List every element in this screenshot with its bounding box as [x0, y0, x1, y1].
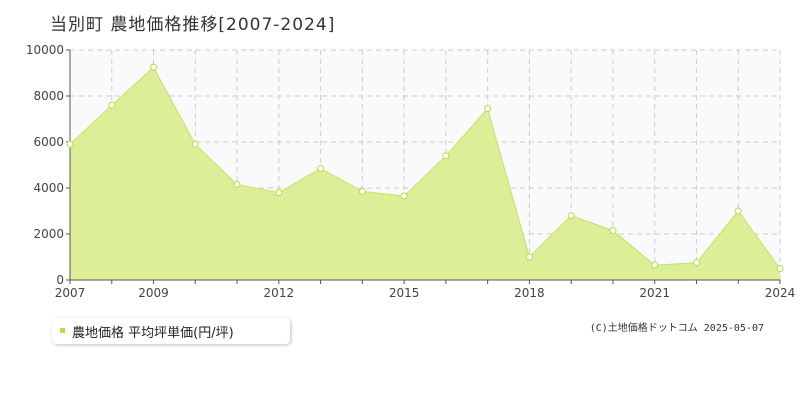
data-point [442, 152, 450, 160]
data-point [651, 261, 659, 269]
x-tick-label: 2024 [765, 286, 796, 300]
data-point [233, 181, 241, 189]
y-tick-label: 2000 [33, 227, 64, 241]
data-point [275, 189, 283, 197]
area-fill [70, 67, 780, 280]
legend-label: 農地価格 平均坪単価(円/坪) [72, 326, 234, 341]
x-tick-label: 2012 [264, 286, 295, 300]
legend-marker [60, 328, 65, 333]
chart-title: 当別町 農地価格推移[2007-2024] [50, 15, 336, 35]
x-tick-label: 2009 [138, 286, 169, 300]
y-tick-label: 10000 [26, 43, 64, 57]
data-point [150, 63, 158, 71]
y-tick-label: 0 [56, 273, 64, 287]
data-point [692, 259, 700, 267]
data-point [358, 187, 366, 195]
data-point [108, 101, 116, 109]
y-tick-label: 8000 [33, 89, 64, 103]
data-point [525, 253, 533, 261]
data-point [484, 105, 492, 113]
x-tick-label: 2021 [639, 286, 670, 300]
x-tick-label: 2007 [55, 286, 86, 300]
data-point [776, 265, 784, 272]
data-point [609, 227, 617, 235]
y-tick-label: 6000 [33, 135, 64, 149]
series-line [69, 66, 781, 269]
legend: 農地価格 平均坪単価(円/坪) [52, 318, 290, 344]
copyright-text: (C)土地価格ドットコム 2025-05-07 [589, 323, 764, 334]
y-tick-labels: 0 2000 4000 6000 8000 10000 [26, 43, 64, 287]
data-point [734, 207, 742, 215]
x-tick-labels: 2007 2009 2012 2015 2018 2021 2024 [55, 286, 796, 300]
x-tick-label: 2015 [389, 286, 420, 300]
data-point [66, 140, 74, 148]
y-tick-label: 4000 [33, 181, 64, 195]
data-point [400, 192, 408, 200]
data-point [567, 212, 575, 220]
data-point [191, 140, 199, 148]
data-point [317, 164, 325, 172]
x-tick-label: 2018 [514, 286, 545, 300]
axes [66, 49, 781, 284]
data-points [66, 63, 784, 272]
